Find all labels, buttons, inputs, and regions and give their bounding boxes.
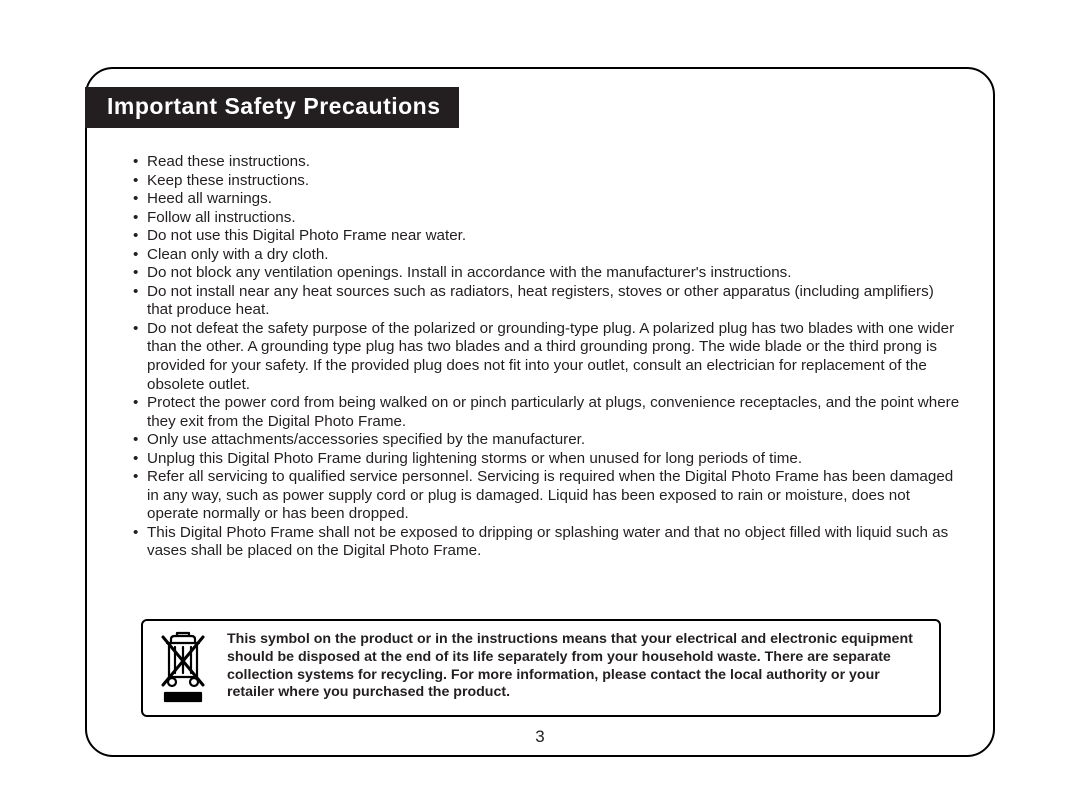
precautions-list: Read these instructions. Keep these inst… — [133, 153, 963, 561]
list-item: This Digital Photo Frame shall not be ex… — [133, 524, 963, 561]
list-item: Clean only with a dry cloth. — [133, 246, 963, 265]
list-item-text: Do not defeat the safety purpose of the … — [147, 320, 954, 393]
document-page: Important Safety Precautions Read these … — [85, 67, 995, 757]
weee-notice-text: This symbol on the product or in the ins… — [227, 631, 925, 702]
list-item-text: Heed all warnings. — [147, 190, 272, 207]
list-item: Do not install near any heat sources suc… — [133, 283, 963, 320]
list-item-text: Read these instructions. — [147, 153, 310, 170]
list-item: Do not defeat the safety purpose of the … — [133, 320, 963, 394]
list-item: Do not block any ventilation openings. I… — [133, 264, 963, 283]
list-item: Protect the power cord from being walked… — [133, 394, 963, 431]
list-item-text: Follow all instructions. — [147, 209, 296, 226]
weee-notice-box: This symbol on the product or in the ins… — [141, 619, 941, 717]
list-item: Do not use this Digital Photo Frame near… — [133, 227, 963, 246]
list-item-text: Unplug this Digital Photo Frame during l… — [147, 450, 802, 467]
page-number: 3 — [87, 727, 993, 747]
list-item-text: Protect the power cord from being walked… — [147, 394, 959, 430]
list-item: Unplug this Digital Photo Frame during l… — [133, 450, 963, 469]
list-item-text: This Digital Photo Frame shall not be ex… — [147, 524, 948, 560]
list-item: Refer all servicing to qualified service… — [133, 468, 963, 524]
list-item-text: Keep these instructions. — [147, 172, 309, 189]
weee-crossed-bin-icon — [157, 631, 209, 705]
list-item: Keep these instructions. — [133, 172, 963, 191]
list-item-text: Clean only with a dry cloth. — [147, 246, 329, 263]
list-item-text: Do not block any ventilation openings. I… — [147, 264, 792, 281]
list-item-text: Do not use this Digital Photo Frame near… — [147, 227, 466, 244]
list-item: Heed all warnings. — [133, 190, 963, 209]
list-item-text: Refer all servicing to qualified service… — [147, 468, 953, 522]
list-item: Follow all instructions. — [133, 209, 963, 228]
list-item-text: Only use attachments/accessories specifi… — [147, 431, 585, 448]
section-title: Important Safety Precautions — [85, 87, 459, 128]
list-item-text: Do not install near any heat sources suc… — [147, 283, 934, 319]
list-item: Only use attachments/accessories specifi… — [133, 431, 963, 450]
list-item: Read these instructions. — [133, 153, 963, 172]
